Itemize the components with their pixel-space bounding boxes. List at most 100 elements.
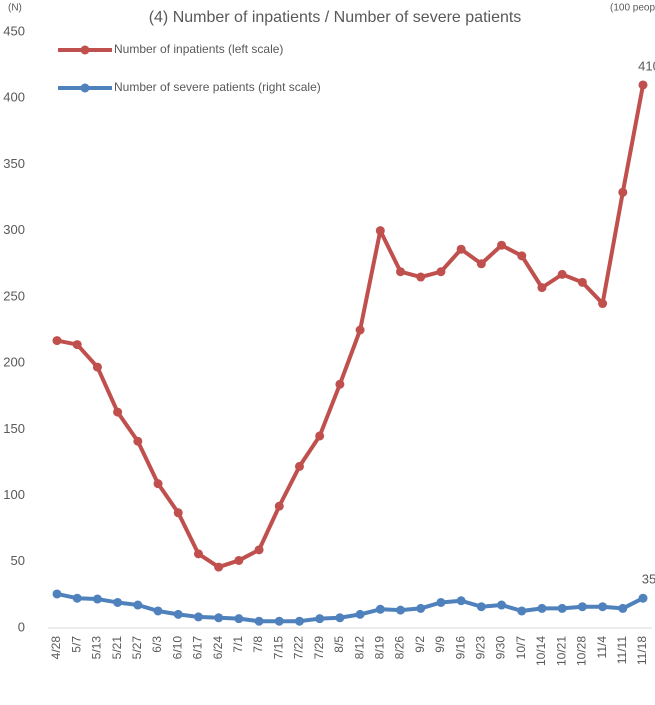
marker (234, 555, 244, 565)
y-tick-label: 200 (3, 355, 25, 370)
marker (355, 325, 365, 335)
marker (133, 600, 143, 610)
legend-marker (80, 45, 90, 55)
x-tick-label: 6/3 (150, 636, 164, 653)
x-tick-label: 10/14 (534, 636, 548, 666)
chart-title: (4) Number of inpatients / Number of sev… (149, 9, 522, 26)
marker (173, 609, 183, 619)
marker (274, 501, 284, 511)
y-tick-label: 50 (11, 553, 25, 568)
marker (436, 597, 446, 607)
marker (113, 407, 123, 417)
x-tick-label: 9/9 (433, 636, 447, 653)
y-tick-label: 150 (3, 421, 25, 436)
marker (375, 226, 385, 236)
y2-unit: (100 people) (610, 3, 655, 14)
marker (396, 605, 406, 615)
marker (234, 614, 244, 624)
x-tick-label: 9/30 (494, 636, 508, 660)
marker (52, 589, 62, 599)
marker (254, 616, 264, 626)
marker (335, 379, 345, 389)
marker (193, 549, 203, 559)
line (56, 84, 645, 570)
x-tick-label: 6/10 (170, 636, 184, 660)
marker (294, 461, 304, 471)
marker (335, 613, 345, 623)
x-tick-label: 11/11 (615, 636, 629, 665)
y-tick-label: 300 (3, 222, 25, 237)
marker (153, 479, 163, 489)
marker (315, 431, 325, 441)
x-tick-label: 6/17 (191, 636, 205, 660)
x-tick-label: 7/15 (271, 636, 285, 660)
y-tick-label: 400 (3, 90, 25, 105)
marker (294, 616, 304, 626)
x-tick-label: 7/8 (251, 636, 265, 653)
line (56, 591, 644, 624)
x-tick-label: 7/1 (231, 636, 245, 653)
marker (436, 267, 446, 277)
marker (214, 613, 224, 623)
marker (497, 240, 507, 250)
marker (638, 593, 648, 603)
marker (476, 259, 486, 269)
x-tick-label: 5/27 (130, 636, 144, 660)
marker (92, 362, 102, 372)
x-tick-label: 5/21 (110, 636, 124, 660)
x-tick-label: 9/23 (474, 636, 488, 660)
marker (618, 603, 628, 613)
marker (537, 283, 547, 293)
marker (355, 609, 365, 619)
marker (193, 612, 203, 622)
marker (274, 616, 284, 626)
x-tick-label: 10/28 (575, 636, 589, 666)
y-tick-label: 450 (3, 23, 25, 38)
marker (396, 267, 406, 277)
x-tick-label: 5/7 (69, 636, 83, 653)
x-tick-label: 8/26 (393, 636, 407, 660)
marker (638, 80, 648, 90)
marker (598, 602, 608, 612)
y-tick-label: 350 (3, 156, 25, 171)
x-tick-label: 11/18 (635, 636, 649, 665)
marker (476, 602, 486, 612)
marker (315, 614, 325, 624)
marker (598, 299, 608, 309)
y-unit: (N) (8, 3, 22, 14)
legend-label: Number of severe patients (right scale) (114, 80, 321, 94)
marker (456, 244, 466, 254)
x-tick-label: 8/19 (372, 636, 386, 660)
x-tick-label: 6/24 (211, 636, 225, 660)
x-tick-label: 4/28 (49, 636, 63, 660)
marker (537, 603, 547, 613)
data-label: 410 (638, 58, 655, 73)
marker (113, 597, 123, 607)
marker (254, 545, 264, 555)
y-tick-label: 100 (3, 487, 25, 502)
marker (214, 562, 224, 572)
marker (557, 603, 567, 613)
marker (497, 600, 507, 610)
x-tick-label: 8/5 (332, 636, 346, 653)
x-tick-label: 11/4 (595, 636, 609, 659)
legend-label: Number of inpatients (left scale) (114, 42, 283, 56)
x-tick-label: 8/12 (352, 636, 366, 660)
marker (517, 251, 527, 261)
x-tick-label: 10/7 (514, 636, 528, 660)
marker (72, 593, 82, 603)
marker (416, 603, 426, 613)
marker (577, 602, 587, 612)
marker (173, 508, 183, 518)
x-tick-label: 7/29 (312, 636, 326, 660)
marker (416, 272, 426, 282)
marker (52, 336, 62, 346)
marker (133, 436, 143, 446)
marker (72, 340, 82, 350)
marker (92, 594, 102, 604)
marker (456, 596, 466, 606)
y-tick-label: 0 (18, 619, 25, 634)
x-tick-label: 9/2 (413, 636, 427, 653)
x-tick-label: 10/21 (554, 636, 568, 666)
